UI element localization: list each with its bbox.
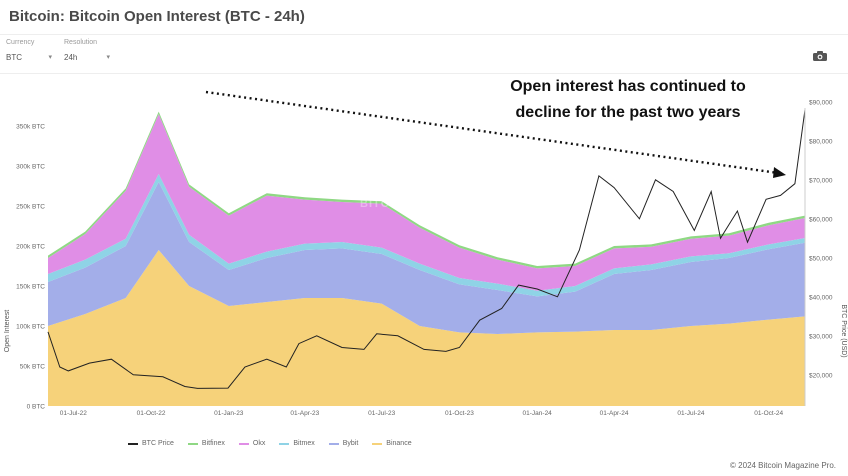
x-tick-label: 01-Apr-24 (600, 410, 629, 417)
currency-label: Currency (6, 39, 35, 46)
area-bitmex (48, 174, 805, 297)
legend-item[interactable]: Bitmex (279, 440, 315, 447)
y2-tick-label: $30,000 (809, 333, 833, 340)
area-binance (48, 250, 805, 406)
legend-label: Bitfinex (201, 440, 225, 447)
x-tick-label: 01-Apr-23 (290, 410, 319, 417)
trend-arrow-head (773, 167, 786, 178)
resolution-select[interactable]: Resolution 24h ▾ (64, 39, 110, 62)
x-tick-label: 01-Oct-24 (754, 410, 783, 417)
legend-label: Bitmex (293, 440, 315, 447)
legend-label: Bybit (342, 440, 359, 447)
y-tick-label: 150k BTC (16, 284, 45, 291)
camera-icon[interactable] (813, 51, 827, 61)
y-tick-label: 300k BTC (16, 164, 45, 171)
legend-swatch (279, 442, 290, 445)
legend-swatch (238, 442, 249, 445)
chevron-down-icon: ▾ (106, 54, 110, 61)
y2-tick-label: $80,000 (809, 138, 833, 145)
series-btc-price (47, 109, 806, 389)
page-title: Bitcoin: Bitcoin Open Interest (BTC - 24… (9, 8, 305, 25)
chevron-down-icon: ▾ (48, 54, 52, 61)
y-axis-label: Open Interest (4, 310, 11, 352)
x-tick-label: 01-Jan-23 (214, 410, 244, 417)
left-axis: 0 BTC 50k BTC 100k BTC 150k BTC 200k BTC 250k… (16, 124, 45, 411)
x-tick-label: 01-Jul-24 (677, 410, 704, 417)
x-tick-label: 01-Oct-22 (137, 410, 166, 417)
area-bybit (48, 182, 805, 334)
y2-axis-label: BTC Price (USD) (840, 304, 847, 357)
stacked-areas (47, 109, 806, 406)
currency-select[interactable]: Currency BTC ▾ (6, 39, 52, 62)
resolution-value: 24h (64, 53, 78, 62)
resolution-label: Resolution (64, 39, 98, 46)
chart-legend: BTC Price Bitfinex Okx Bitmex Bybit Binance (128, 440, 412, 447)
y-tick-label: 250k BTC (16, 204, 45, 211)
legend-label: Binance (386, 440, 412, 447)
annotation-line-2: decline for the past two years (515, 104, 741, 121)
controls-bar: Currency BTC ▾ Resolution 24h ▾ (0, 34, 848, 74)
legend-item[interactable]: Okx (238, 440, 266, 447)
legend-item[interactable]: Bybit (328, 440, 359, 447)
open-interest-chart: 0 BTC 50k BTC 100k BTC 150k BTC 200k BTC 250k… (4, 90, 847, 417)
y-tick-label: 0 BTC (27, 404, 46, 411)
currency-value: BTC (6, 53, 22, 62)
x-tick-label: 01-Jul-22 (60, 410, 87, 417)
legend-swatch (328, 442, 339, 445)
legend-label: BTC Price (142, 440, 174, 447)
y2-tick-label: $40,000 (809, 294, 833, 301)
legend-item[interactable]: Binance (372, 440, 412, 447)
x-tick-label: 01-Oct-23 (445, 410, 474, 417)
legend-swatch (128, 442, 138, 445)
annotation: Open interest has continued to decline f… (468, 74, 788, 126)
y-tick-label: 100k BTC (16, 324, 45, 331)
legend-swatch (187, 442, 198, 445)
x-tick-label: 01-Jul-23 (368, 410, 395, 417)
legend-item[interactable]: Bitfinex (187, 440, 225, 447)
y2-tick-label: $60,000 (809, 216, 833, 223)
legend-label: Okx (252, 440, 266, 447)
legend-swatch (372, 442, 383, 445)
legend-item[interactable]: BTC Price (128, 440, 174, 447)
watermark: BITCOIN MAGAZINE PRO (360, 198, 514, 210)
area-okx (48, 114, 805, 291)
annotation-line-1: Open interest has continued to (510, 78, 746, 95)
x-axis: 01-Jul-22 01-Oct-22 01-Jan-23 01-Apr-23 01-J… (60, 410, 784, 417)
y-tick-label: 50k BTC (20, 364, 46, 371)
y2-tick-label: $70,000 (809, 177, 833, 184)
right-axis: $20,000 $30,000 $40,000 $50,000 $60,000 $70,0… (809, 99, 833, 379)
y2-tick-label: $90,000 (809, 99, 833, 106)
y-tick-label: 200k BTC (16, 244, 45, 251)
y2-tick-label: $20,000 (809, 372, 833, 379)
copyright: © 2024 Bitcoin Magazine Pro. (730, 461, 836, 470)
x-tick-label: 01-Jan-24 (523, 410, 553, 417)
y2-tick-label: $50,000 (809, 255, 833, 262)
y-tick-label: 350k BTC (16, 124, 45, 131)
